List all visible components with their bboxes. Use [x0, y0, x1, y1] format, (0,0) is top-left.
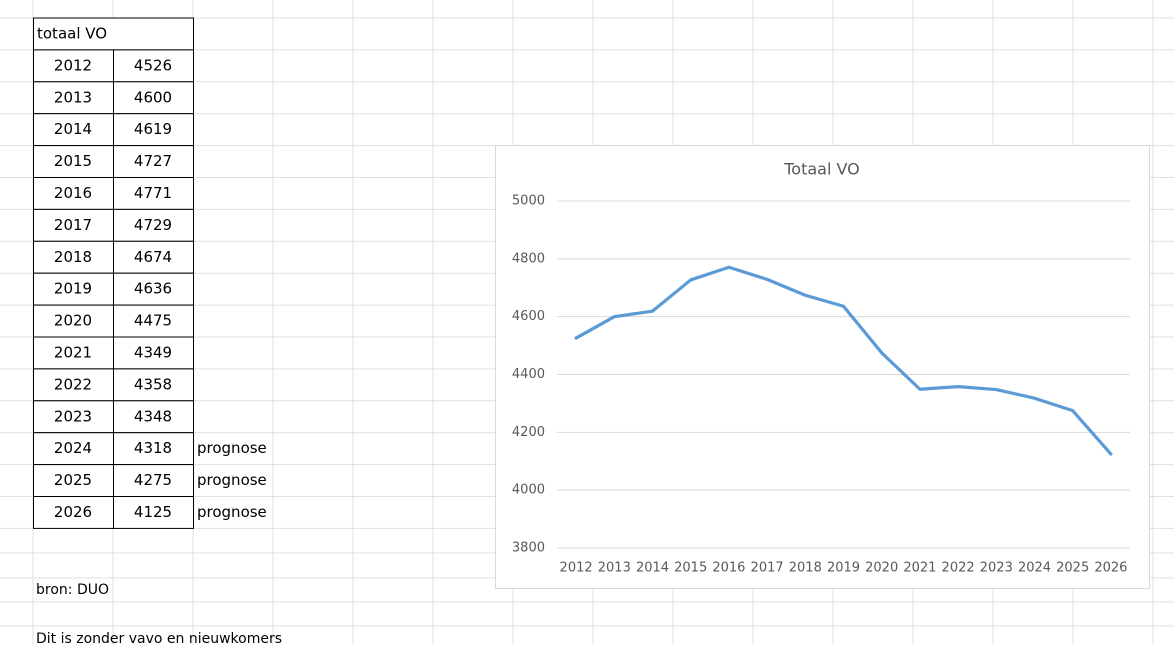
- year-text: 2021: [54, 344, 92, 362]
- year-text: 2019: [54, 280, 92, 298]
- y-tick-label: 3800: [512, 541, 545, 556]
- x-tick-label: 2026: [1094, 561, 1127, 576]
- y-tick-label: 4800: [512, 251, 545, 266]
- x-tick-label: 2016: [712, 561, 745, 576]
- y-tick-label: 4400: [512, 367, 545, 382]
- value-text: 4475: [134, 312, 172, 330]
- x-tick-label: 2021: [903, 561, 936, 576]
- header-text: totaal VO: [37, 25, 107, 43]
- x-tick-label: 2015: [674, 561, 707, 576]
- value-text: 4318: [134, 439, 172, 457]
- value-cell: [113, 464, 194, 498]
- value-cell: [113, 240, 194, 274]
- chart-title: Totaal VO: [783, 160, 860, 179]
- year-text: 2017: [54, 216, 92, 234]
- x-tick-label: 2022: [942, 561, 975, 576]
- value-cell: [113, 145, 194, 179]
- value-cell: [113, 113, 194, 147]
- x-tick-label: 2019: [827, 561, 860, 576]
- year-text: 2023: [54, 407, 92, 425]
- value-text: 4526: [134, 56, 172, 74]
- header-cell: [33, 17, 194, 51]
- year-cell: [33, 145, 114, 179]
- year-cell: [33, 177, 114, 210]
- remark-note: Dit is zonder vavo en nieuwkomers: [36, 631, 282, 645]
- value-cell: [113, 49, 194, 83]
- note-text: prognose: [197, 439, 267, 457]
- y-tick-label: 4600: [512, 309, 545, 324]
- y-tick-label: 4000: [512, 483, 545, 498]
- y-tick-label: 4200: [512, 425, 545, 440]
- x-tick-label: 2014: [636, 561, 669, 576]
- year-text: 2013: [54, 88, 92, 106]
- value-text: 4636: [134, 280, 172, 298]
- note-text: prognose: [197, 471, 267, 489]
- value-text: 4619: [134, 120, 172, 138]
- value-text: 4348: [134, 407, 172, 425]
- value-text: 4771: [134, 184, 172, 202]
- note-text: prognose: [197, 503, 267, 521]
- value-cell: [113, 81, 194, 115]
- chart-frame: [495, 145, 1150, 589]
- data-table: totaal VO 2012 4526 2013 4600 2014 4619 2015 472…: [33, 17, 282, 645]
- x-tick-label: 2025: [1056, 561, 1089, 576]
- value-text: 4729: [134, 216, 172, 234]
- value-text: 4600: [134, 88, 172, 106]
- x-tick-label: 2012: [560, 561, 593, 576]
- x-tick-label: 2020: [865, 561, 898, 576]
- year-cell: [33, 464, 114, 498]
- x-tick-label: 2017: [751, 561, 784, 576]
- year-text: 2018: [54, 248, 92, 266]
- year-text: 2014: [54, 120, 92, 138]
- year-cell: [33, 240, 114, 274]
- year-text: 2026: [54, 503, 92, 521]
- year-cell: [33, 496, 114, 529]
- value-text: 4674: [134, 248, 172, 266]
- year-text: 2012: [54, 56, 92, 74]
- year-cell: [33, 432, 114, 466]
- value-cell: [113, 208, 194, 242]
- value-text: 4727: [134, 152, 172, 170]
- year-text: 2015: [54, 152, 92, 170]
- value-text: 4125: [134, 503, 172, 521]
- year-text: 2024: [54, 439, 92, 457]
- year-cell: [33, 81, 114, 115]
- year-text: 2020: [54, 312, 92, 330]
- y-tick-label: 5000: [512, 194, 545, 209]
- year-text: 2025: [54, 471, 92, 489]
- x-tick-label: 2018: [789, 561, 822, 576]
- x-tick-label: 2024: [1018, 561, 1051, 576]
- value-cell: [113, 177, 194, 210]
- value-cell: [113, 496, 194, 529]
- source-note: bron: DUO: [36, 582, 109, 598]
- chart: Totaal VO 3800 4000 4200 4400 4600 4800 5000 20…: [512, 160, 1130, 576]
- x-tick-label: 2023: [980, 561, 1013, 576]
- data-line: [574, 265, 1113, 456]
- value-text: 4349: [134, 344, 172, 362]
- value-text: 4358: [134, 375, 172, 393]
- year-cell: [33, 400, 114, 434]
- x-tick-label: 2013: [598, 561, 631, 576]
- year-text: 2022: [54, 375, 92, 393]
- value-text: 4275: [134, 471, 172, 489]
- value-cell: [113, 368, 194, 402]
- year-cell: [33, 49, 114, 83]
- year-text: 2016: [54, 184, 92, 202]
